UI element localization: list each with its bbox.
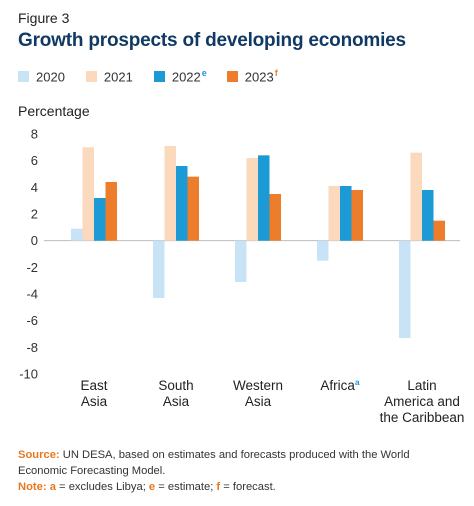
chart-notes: Source: UN DESA, based on estimates and … [18,447,458,495]
x-category-label: the Caribbean [380,410,465,425]
bars [71,146,445,338]
bar-2020-0 [71,228,83,241]
y-axis-label: Percentage [18,103,90,119]
x-category-label: Asia [81,394,108,409]
legend-item-2021: 2021 [85,68,134,85]
chart-title: Growth prospects of developing economies [18,30,406,51]
bar-2021-2 [246,158,258,241]
legend-swatch-2022 [153,70,165,82]
y-tick-label: -10 [19,367,38,382]
bar-2022-2 [258,155,270,241]
bar-2023-2 [269,194,281,241]
y-tick-label: -2 [26,260,38,275]
bar-2020-4 [399,240,411,338]
bar-2023-3 [351,190,363,241]
y-tick-label: 6 [31,153,38,168]
legend-note: Note: a = excludes Libya; e = estimate; … [18,481,276,493]
y-tick-label: 0 [31,233,38,248]
x-category-label: Latin [407,378,436,393]
legend-swatch-2020 [18,70,29,82]
y-tick-labels: 8 6 4 2 0 -2 -4 -6 -8 -10 [19,127,38,382]
y-tick-label: -6 [26,313,38,328]
bar-2022-1 [176,166,188,241]
bar-2020-1 [153,240,165,298]
legend-label-2022: 2022e [171,68,207,85]
x-category-label: South [158,378,193,393]
bar-2021-0 [82,147,94,241]
legend-label-2020: 2020 [36,69,65,85]
bar-2023-0 [105,182,117,241]
bar-2021-3 [328,186,340,241]
bar-2022-3 [340,186,352,241]
x-category-label: Western [233,378,283,393]
x-category-label: Asia [163,394,190,409]
bar-2021-1 [164,146,176,241]
y-tick-label: 2 [31,207,38,222]
legend-item-2020: 2020 [18,68,66,84]
source-note: Source: UN DESA, based on estimates and … [18,449,410,477]
legend-item-2022: 2022e [153,68,207,85]
bar-2023-4 [433,220,445,241]
y-tick-label: -8 [26,340,38,355]
figure-label: Figure 3 [18,10,70,26]
x-category-label: East [80,378,107,393]
legend-label-2021: 2021 [103,69,133,85]
bar-2023-1 [187,176,199,241]
legend: 2020 2021 2022e 2023f [18,68,298,84]
bar-2021-4 [410,152,422,241]
x-category-label: America and [384,394,460,409]
bar-2020-3 [317,240,329,261]
legend-swatch-2021 [85,70,97,82]
bar-2022-0 [94,198,106,241]
bar-2020-2 [235,240,247,282]
legend-label-2023: 2023f [244,68,278,85]
y-tick-label: 8 [31,127,38,142]
x-category-label: Africaa [320,377,360,393]
bar-2022-4 [422,190,434,241]
y-tick-label: 4 [31,180,38,195]
x-category-label: Asia [245,394,272,409]
legend-swatch-2023 [226,70,238,82]
y-tick-label: -4 [26,287,38,302]
legend-item-2023: 2023f [226,68,278,85]
